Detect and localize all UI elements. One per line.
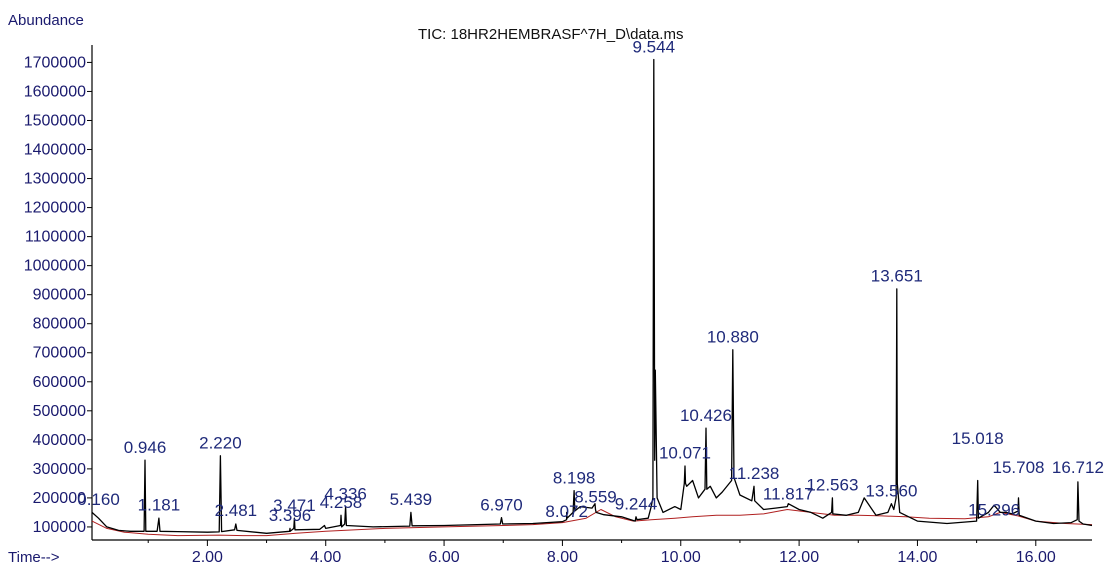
peak-label: 11.238 xyxy=(729,464,780,483)
y-tick-label: 1500000 xyxy=(24,112,86,129)
peak-label: 10.880 xyxy=(707,328,759,347)
x-tick-label: 8.00 xyxy=(547,549,578,566)
y-tick-label: 300000 xyxy=(33,461,86,478)
y-tick-label: 400000 xyxy=(33,432,86,449)
peak-label: 8.559 xyxy=(574,487,617,506)
peak-label: 9.544 xyxy=(633,37,676,56)
x-tick-label: 12.00 xyxy=(779,549,819,566)
peak-label: 2.220 xyxy=(199,434,242,453)
y-tick-label: 900000 xyxy=(33,287,86,304)
y-tick-label: 1000000 xyxy=(24,258,86,275)
x-tick-label: 6.00 xyxy=(429,549,460,566)
peak-label: 4.258 xyxy=(320,493,363,512)
y-tick-label: 800000 xyxy=(33,316,86,333)
peak-label: 13.560 xyxy=(865,481,917,500)
x-tick-label: 4.00 xyxy=(310,549,341,566)
peak-label: 5.439 xyxy=(390,490,433,509)
y-tick-label: 100000 xyxy=(33,519,86,536)
peak-label: 16.712 xyxy=(1052,458,1104,477)
y-tick-label: 500000 xyxy=(33,403,86,420)
x-tick-label: 2.00 xyxy=(192,549,223,566)
peak-label: 10.071 xyxy=(659,444,711,463)
plot-area xyxy=(91,58,1093,537)
peak-label: 3.471 xyxy=(273,496,316,515)
peak-label: 8.198 xyxy=(553,468,596,487)
peak-label: 8.072 xyxy=(545,502,588,521)
peak-label: 1.181 xyxy=(138,495,181,514)
y-tick-label: 700000 xyxy=(33,345,86,362)
y-tick-label: 1300000 xyxy=(24,171,86,188)
y-tick-label: 1400000 xyxy=(24,142,86,159)
y-tick-label: 1600000 xyxy=(24,83,86,100)
y-axis: 100000 200000 300000 400000 500000 600000 7000… xyxy=(24,45,93,540)
peak-label: 0.946 xyxy=(124,438,167,457)
peak-label: 13.651 xyxy=(871,267,923,286)
tic-trace xyxy=(91,58,1093,534)
peak-label: 15.296 xyxy=(968,500,1020,519)
x-tick-label: 16.00 xyxy=(1016,549,1056,566)
peak-label: 12.563 xyxy=(806,476,858,495)
peak-label: 15.708 xyxy=(993,458,1045,477)
x-axis: 2.00 4.00 6.00 8.00 10.00 12.00 14.00 16.00 xyxy=(92,539,1092,566)
peak-label: 4.336 xyxy=(324,484,367,503)
x-axis-label: Time--> xyxy=(8,549,60,566)
y-tick-label: 1200000 xyxy=(24,200,86,217)
y-tick-label: 1100000 xyxy=(25,229,86,246)
peak-label: 6.970 xyxy=(480,495,523,514)
peak-label: 3.396 xyxy=(269,506,312,525)
y-axis-label: Abundance xyxy=(8,12,84,29)
y-tick-label: 600000 xyxy=(33,374,86,391)
x-tick-label: 10.00 xyxy=(661,549,701,566)
peak-label: 2.481 xyxy=(215,501,258,520)
peak-label: 10.426 xyxy=(680,406,732,425)
peak-label: 0.160 xyxy=(77,490,120,509)
peak-label: 9.244 xyxy=(615,495,658,514)
baseline-trace xyxy=(91,509,1093,537)
chart-title: TIC: 18HR2HEMBRASF^7H_D\data.ms xyxy=(418,26,683,43)
y-tick-label: 200000 xyxy=(33,490,86,507)
peak-label: 11.817 xyxy=(763,484,814,503)
y-tick-label: 1700000 xyxy=(24,54,86,71)
peak-label: 15.018 xyxy=(952,429,1004,448)
x-tick-label: 14.00 xyxy=(897,549,937,566)
